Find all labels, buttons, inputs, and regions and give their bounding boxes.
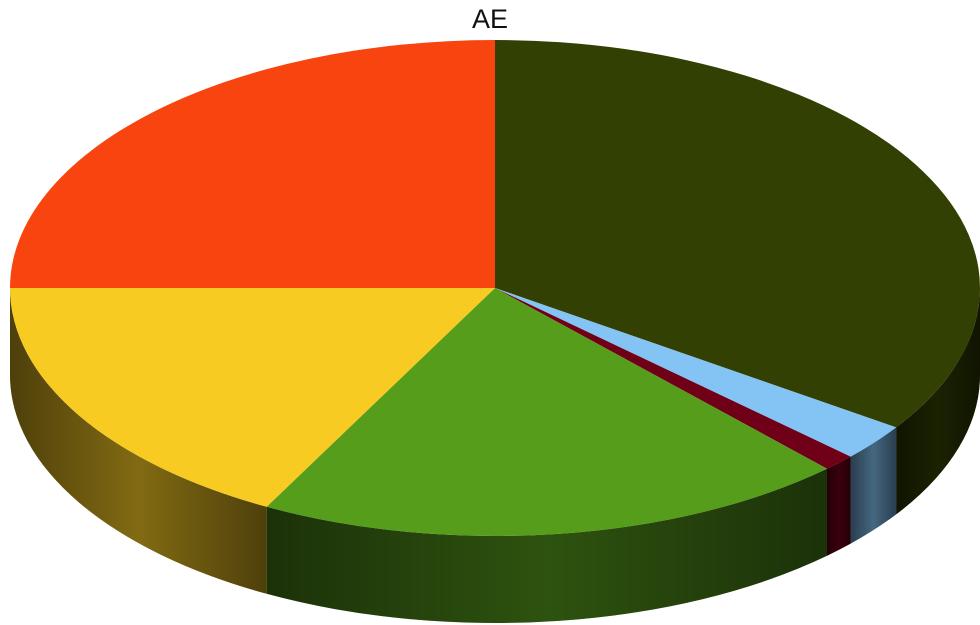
pie-slice-side-shade-0 [896, 288, 980, 515]
chart-title: AE [471, 4, 509, 34]
pie-slice-1[interactable] [495, 288, 897, 457]
pie-slice-2[interactable] [495, 288, 851, 469]
pie-slice-5[interactable] [10, 40, 495, 288]
pie-slice-4[interactable] [10, 288, 495, 507]
pie-slice-0[interactable] [495, 40, 980, 428]
pie-slice-side-shade-1 [850, 427, 897, 544]
pie-slice-3[interactable] [266, 288, 828, 536]
pie-slice-side-shade-2 [827, 456, 851, 556]
pie-slice-side-shade-3 [266, 468, 828, 623]
pie-sides [10, 288, 980, 623]
pie-tops [10, 40, 980, 536]
pie-slice-side-shade-4 [10, 288, 267, 594]
